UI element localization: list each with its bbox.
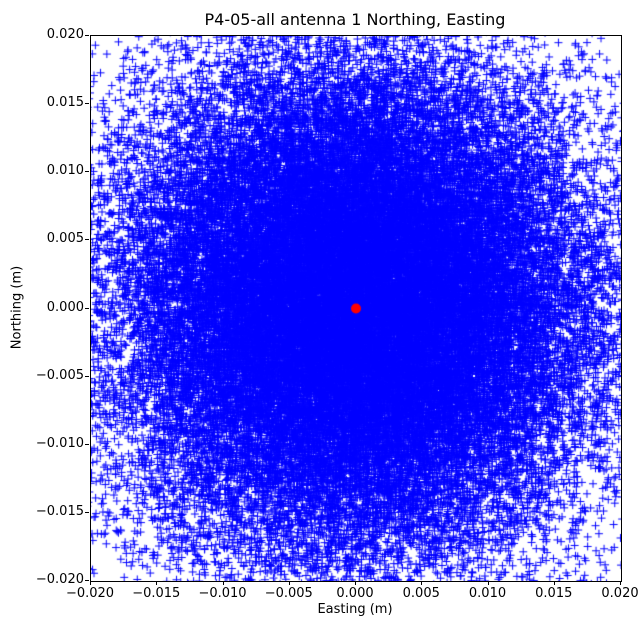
y-tick-mark [85, 171, 89, 173]
x-tick-label: 0.020 [601, 586, 639, 601]
y-tick-mark [85, 375, 89, 377]
y-tick-mark [85, 103, 89, 105]
x-tick-label: −0.020 [65, 586, 115, 601]
x-tick-mark [620, 581, 621, 585]
x-tick-mark [553, 581, 555, 585]
chart-title: P4-05-all antenna 1 Northing, Easting [204, 10, 506, 29]
y-axis-label: Northing (m) [9, 265, 25, 350]
x-axis-label: Easting (m) [317, 602, 393, 617]
x-tick-label: 0.000 [336, 586, 374, 601]
y-tick-label: −0.005 [35, 367, 84, 383]
scatter-canvas [91, 36, 621, 581]
y-tick-label: 0.015 [46, 95, 84, 111]
x-tick-mark [156, 581, 158, 585]
y-tick-mark [85, 35, 89, 36]
x-tick-mark [355, 581, 356, 585]
y-tick-mark [85, 307, 89, 309]
x-tick-label: 0.015 [535, 586, 573, 601]
x-tick-label: −0.005 [264, 586, 313, 601]
y-tick-label: 0.020 [46, 27, 84, 42]
x-tick-mark [90, 581, 91, 585]
y-tick-label: −0.015 [35, 503, 84, 519]
x-tick-label: 0.005 [402, 586, 440, 601]
x-tick-mark [288, 581, 290, 585]
y-tick-label: −0.010 [35, 435, 84, 451]
x-tick-mark [487, 581, 489, 585]
y-tick-label: 0.010 [46, 163, 84, 179]
y-tick-mark [85, 511, 89, 513]
x-tick-mark [222, 581, 224, 585]
x-tick-label: −0.015 [132, 586, 181, 601]
y-tick-label: 0.000 [46, 299, 84, 315]
y-tick-mark [85, 239, 89, 241]
plot-area [90, 35, 622, 582]
x-tick-label: 0.010 [468, 586, 507, 601]
y-tick-mark [85, 443, 89, 445]
x-tick-mark [421, 581, 423, 585]
y-tick-label: −0.020 [35, 572, 84, 587]
y-tick-label: 0.005 [46, 231, 84, 247]
y-tick-mark [85, 580, 89, 581]
x-tick-label: −0.010 [198, 586, 247, 601]
